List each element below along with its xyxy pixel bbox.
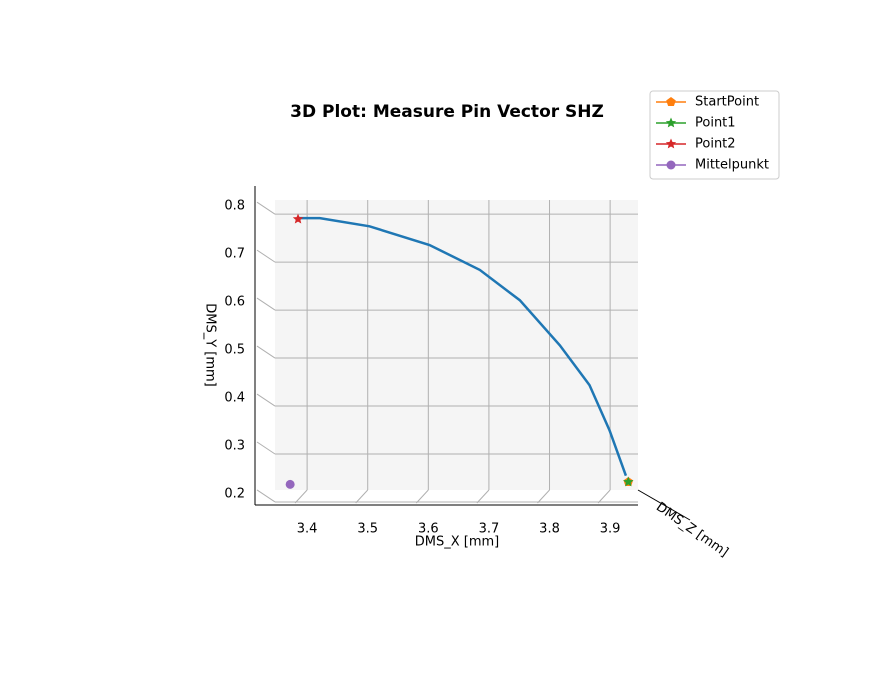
x-tick-label: 3.7 (479, 522, 500, 537)
x-axis-label: DMS_X [mm] (415, 535, 500, 550)
y-axis-label: DMS_Y [mm] (203, 303, 218, 387)
x-tick (294, 489, 308, 504)
legend-marker (666, 160, 676, 170)
y-tick (256, 441, 276, 455)
y-tick-label: 0.7 (224, 247, 245, 262)
y-tick (256, 297, 276, 311)
x-tick-label: 3.6 (418, 522, 439, 537)
y-tick (256, 489, 276, 503)
x-tick-label: 3.8 (539, 522, 560, 537)
legend-label: StartPoint (695, 95, 759, 110)
y-tick-label: 0.4 (224, 391, 245, 406)
back-pane (275, 200, 638, 490)
z-axis-line (637, 489, 691, 521)
legend-label: Point1 (695, 116, 736, 131)
y-tick-label: 0.8 (224, 199, 245, 214)
x-tick-label: 3.5 (357, 522, 378, 537)
data-point (285, 479, 295, 489)
legend-label: Mittelpunkt (695, 158, 769, 173)
y-tick-label: 0.5 (224, 343, 245, 358)
data-line (298, 216, 628, 477)
legend-marker (665, 117, 677, 128)
y-tick-label: 0.6 (224, 295, 245, 310)
y-tick (256, 249, 276, 263)
x-tick (355, 489, 369, 504)
legend-marker (665, 138, 677, 149)
y-tick (256, 345, 276, 359)
x-tick (476, 489, 490, 504)
legend (649, 90, 780, 180)
x-tick (597, 489, 611, 504)
legend-label: Point2 (695, 137, 736, 152)
chart-title: 3D Plot: Measure Pin Vector SHZ (290, 102, 604, 122)
x-tick-label: 3.4 (297, 522, 318, 537)
x-tick (537, 489, 550, 504)
data-point (292, 213, 304, 224)
z-axis-label: DMS_Z [mm] (653, 500, 731, 561)
data-point (623, 476, 634, 487)
y-tick-label: 0.3 (224, 438, 245, 453)
x-tick-label: 3.9 (600, 522, 621, 537)
y-tick (256, 393, 276, 407)
x-tick (415, 489, 429, 504)
y-tick-label: 0.2 (224, 486, 245, 501)
legend-marker (666, 97, 676, 106)
y-tick (256, 201, 276, 215)
